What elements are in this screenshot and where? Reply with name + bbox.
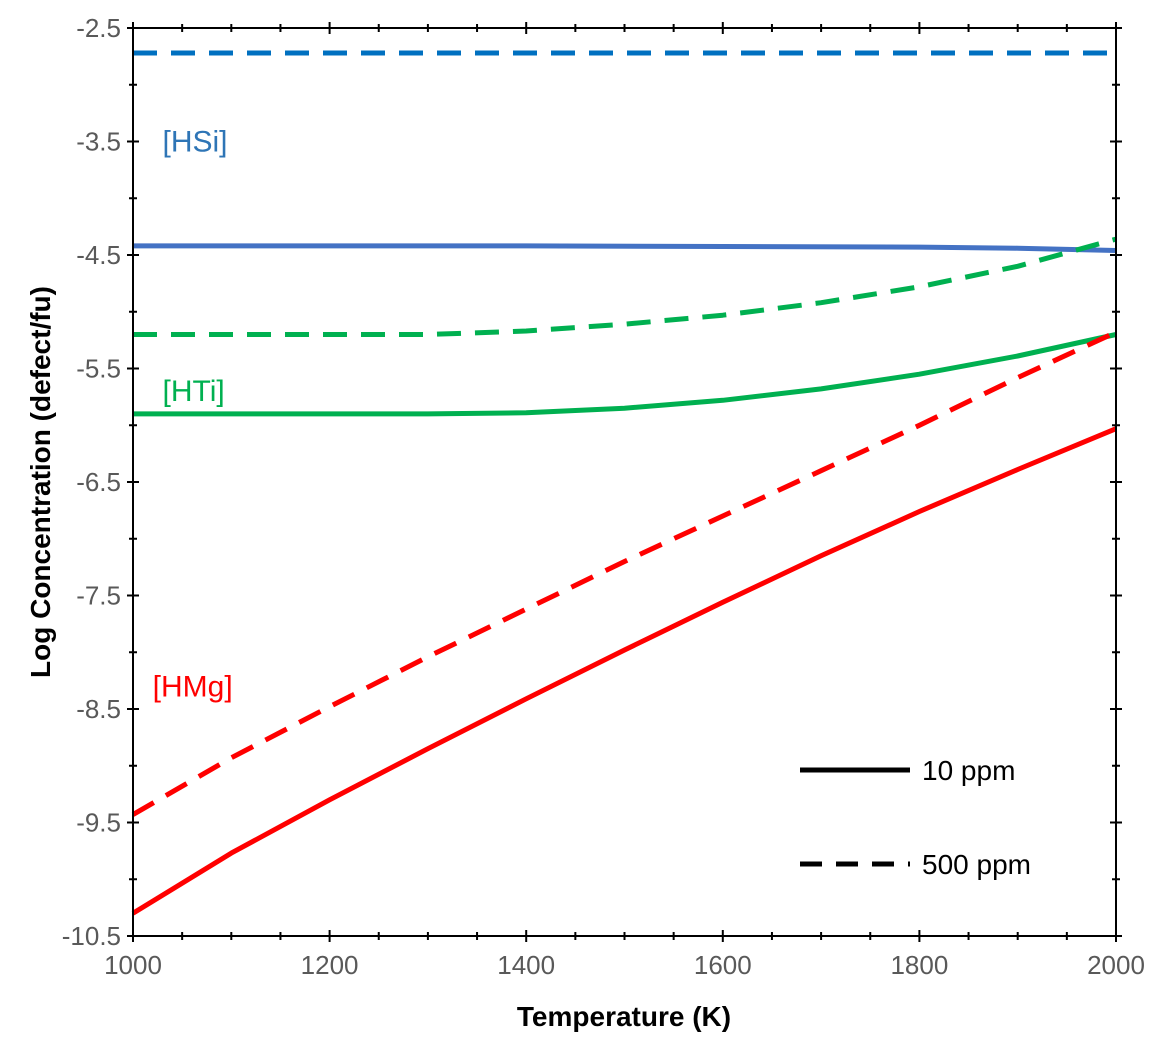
x-tick-label: 1400 xyxy=(497,950,555,980)
series-label-hmg: [HMg] xyxy=(153,670,233,703)
x-tick-label: 1000 xyxy=(104,950,162,980)
y-axis-title: Log Concentration (defect/fu) xyxy=(25,286,56,678)
series-line-hmg-solid xyxy=(131,426,1117,916)
series-line-hti-dashed xyxy=(133,236,1117,337)
legend-label-10ppm: 10 ppm xyxy=(922,755,1015,786)
y-tick-label: -3.5 xyxy=(76,127,121,157)
tick-layer xyxy=(127,22,1122,942)
legend: 10 ppm 500 ppm xyxy=(800,755,1031,880)
series-line-hsi-solid xyxy=(133,243,1117,253)
y-tick-label: -4.5 xyxy=(76,240,121,270)
legend-label-500ppm: 500 ppm xyxy=(922,849,1031,880)
x-tick-labels: 1000 1200 1400 1600 1800 2000 xyxy=(104,950,1145,980)
series-layer xyxy=(131,50,1118,916)
series-label-hti: [HTi] xyxy=(162,375,224,408)
series-label-layer: [HSi] [HTi] [HMg] xyxy=(153,126,233,704)
x-tick-label: 1800 xyxy=(890,950,948,980)
plot-area-frame xyxy=(132,27,1117,937)
y-tick-label: -2.5 xyxy=(76,13,121,43)
y-tick-label: -8.5 xyxy=(76,694,121,724)
x-tick-label: 1200 xyxy=(301,950,359,980)
series-line-hmg-dashed xyxy=(131,329,1118,817)
x-tick-label: 1600 xyxy=(694,950,752,980)
x-axis-title: Temperature (K) xyxy=(517,1001,731,1032)
series-label-hsi: [HSi] xyxy=(162,126,227,159)
y-tick-label: -5.5 xyxy=(76,354,121,384)
series-line-hti-solid xyxy=(133,332,1117,417)
y-tick-label: -6.5 xyxy=(76,467,121,497)
y-tick-label: -9.5 xyxy=(76,808,121,838)
y-tick-label: -10.5 xyxy=(62,921,121,951)
x-tick-label: 2000 xyxy=(1087,950,1145,980)
y-tick-label: -7.5 xyxy=(76,581,121,611)
y-tick-labels: -2.5 -3.5 -4.5 -5.5 -6.5 -7.5 -8.5 -9.5 -10.5 xyxy=(62,13,121,951)
